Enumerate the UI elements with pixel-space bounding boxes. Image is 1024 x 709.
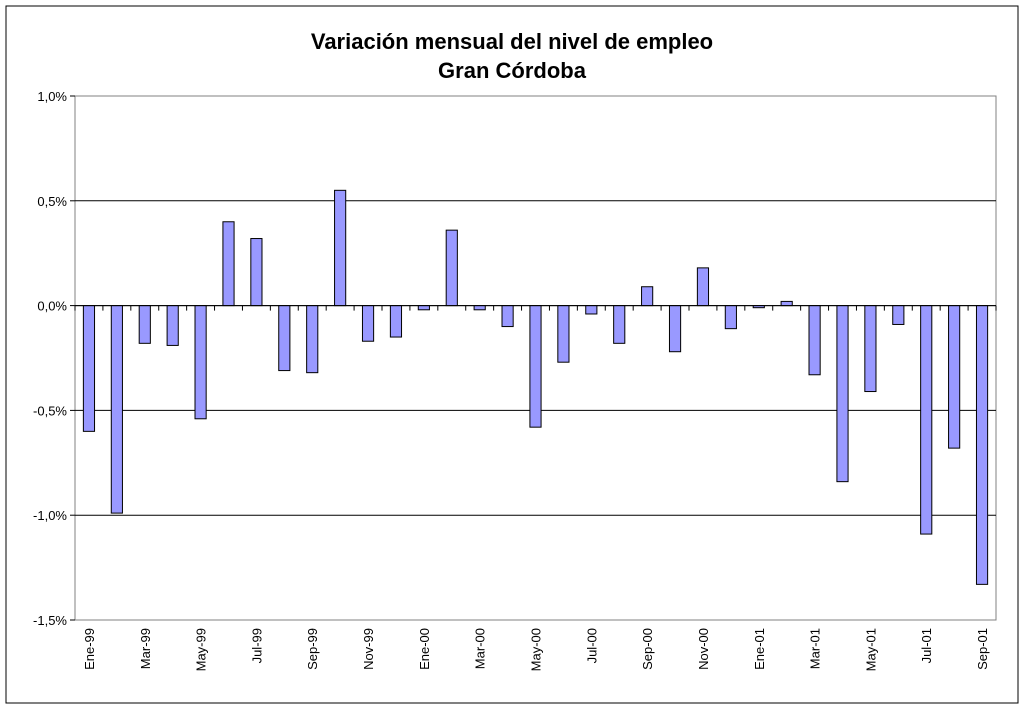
bar-Jun-01 xyxy=(892,305,905,325)
bar-May-01 xyxy=(864,305,877,393)
x-tick-label: Mar-00 xyxy=(473,628,488,669)
bar-Ago-00 xyxy=(613,305,626,344)
bar-Abr-01 xyxy=(836,305,849,483)
y-axis-ticks: 1,0% 0,5% 0,0% -0,5% -1,0% -1,5% xyxy=(33,89,75,628)
x-tick-label: May-99 xyxy=(194,628,209,671)
bar-May-00 xyxy=(529,305,542,428)
x-tick-label: Jul-01 xyxy=(919,628,934,663)
chart-title: Variación mensual del nivel de empleo xyxy=(311,29,713,54)
x-tick-label: Ene-01 xyxy=(752,628,767,670)
bar-Ago-01 xyxy=(948,305,961,449)
bar-Nov-00 xyxy=(696,267,710,307)
x-axis-ticks: Ene-99 Mar-99 May-99 Jul-99 Sep-99 Nov-99 Ene-… xyxy=(74,305,997,671)
bar-Jun-99 xyxy=(222,221,235,307)
x-tick-label: Sep-01 xyxy=(975,628,990,670)
bar-Feb-99 xyxy=(110,305,123,514)
bar-Feb-00 xyxy=(445,229,458,307)
bar-Oct-00 xyxy=(668,305,682,353)
bar-Mar-99 xyxy=(138,305,151,344)
bar-Sep-01 xyxy=(975,305,989,585)
bar-Sep-99 xyxy=(306,305,319,374)
bar-May-99 xyxy=(194,305,207,420)
x-tick-label: Ene-99 xyxy=(82,628,97,670)
x-tick-label: Jul-99 xyxy=(249,628,264,663)
x-tick-label: Jul-00 xyxy=(584,628,599,663)
x-tick-label: Mar-99 xyxy=(138,628,153,669)
bar-Jul-01 xyxy=(920,305,933,535)
x-tick-label: Sep-99 xyxy=(305,628,320,670)
bar-Mar-01 xyxy=(808,305,821,376)
bar-Ago-99 xyxy=(278,305,291,372)
y-tick-label: 0,0% xyxy=(37,299,67,314)
y-tick-label: 1,0% xyxy=(37,89,67,104)
y-tick-label: -0,5% xyxy=(33,403,67,418)
bar-Abr-00 xyxy=(501,305,514,328)
bar-Dic-99 xyxy=(389,305,403,338)
bar-Jun-00 xyxy=(557,305,570,363)
y-tick-label: -1,0% xyxy=(33,508,67,523)
bar-Oct-99 xyxy=(334,189,347,307)
x-tick-label: Nov-00 xyxy=(696,628,711,670)
y-tick-label: 0,5% xyxy=(37,194,67,209)
x-tick-label: May-01 xyxy=(863,628,878,671)
bar-Jul-00 xyxy=(585,305,598,315)
x-tick-label: Mar-01 xyxy=(808,628,823,669)
bar-Dic-00 xyxy=(724,305,737,330)
bar-Feb-01 xyxy=(780,300,793,307)
bar-Ene-00 xyxy=(417,305,430,311)
bar-Mar-00 xyxy=(473,305,486,311)
bar-Abr-99 xyxy=(166,305,179,346)
bar-Sep-00 xyxy=(641,286,654,307)
x-tick-label: Sep-00 xyxy=(640,628,655,670)
y-tick-label: -1,5% xyxy=(33,613,67,628)
bar-Ene-99 xyxy=(82,305,96,432)
x-tick-label: May-00 xyxy=(529,628,544,671)
chart-subtitle: Gran Córdoba xyxy=(438,58,587,83)
x-tick-label: Nov-99 xyxy=(361,628,376,670)
bars xyxy=(82,189,989,585)
x-tick-label: Ene-00 xyxy=(417,628,432,670)
bar-Jul-99 xyxy=(250,238,263,307)
bar-Nov-99 xyxy=(361,305,375,342)
